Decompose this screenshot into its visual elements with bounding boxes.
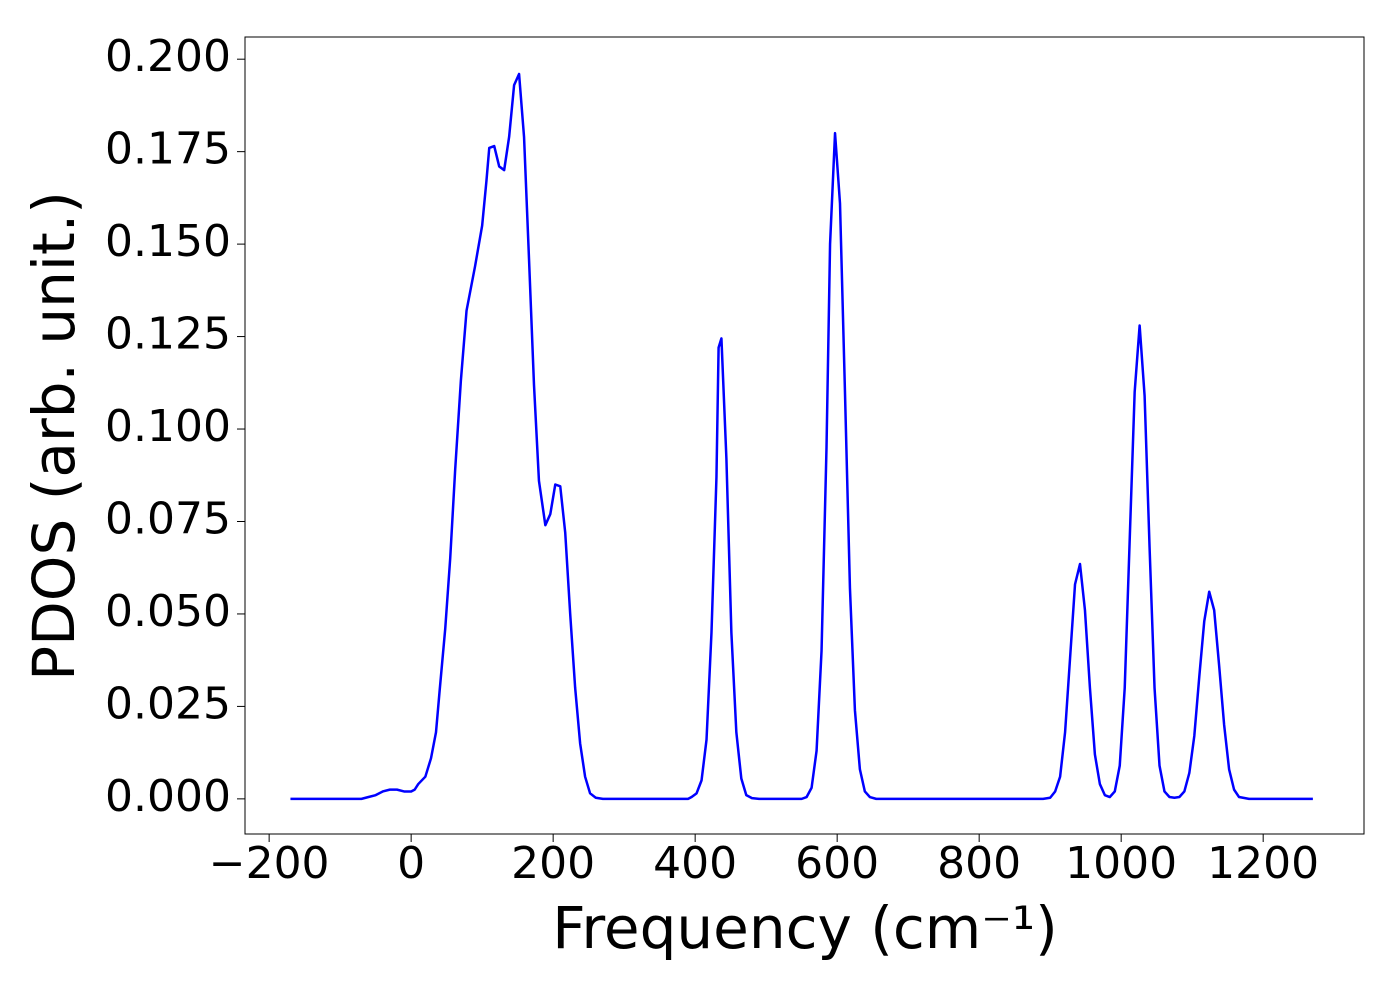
y-tick-label: 0.125 xyxy=(105,309,231,360)
y-tick-label: 0.050 xyxy=(105,586,231,637)
y-tick-label: 0.000 xyxy=(105,771,231,822)
x-tick-label: 1200 xyxy=(1207,838,1319,889)
y-tick-label: 0.175 xyxy=(105,124,231,175)
y-tick-label: 0.025 xyxy=(105,678,231,729)
y-axis-label: PDOS (arb. unit.) xyxy=(20,191,88,681)
y-tick-label: 0.100 xyxy=(105,401,231,452)
y-tick-label: 0.150 xyxy=(105,216,231,267)
x-axis-label: Frequency (cm⁻¹) xyxy=(552,894,1058,962)
x-tick-label: 800 xyxy=(937,838,1021,889)
plot-frame xyxy=(244,36,1365,835)
x-tick-label: 1000 xyxy=(1065,838,1177,889)
x-tick-label: 0 xyxy=(397,838,425,889)
y-tick-label: 0.200 xyxy=(105,31,231,82)
x-tick-label: 600 xyxy=(795,838,879,889)
data-line xyxy=(290,72,1313,801)
x-tick-label: 400 xyxy=(653,838,737,889)
x-tick-label: −200 xyxy=(209,838,330,889)
x-tick-label: 200 xyxy=(511,838,595,889)
y-tick-label: 0.075 xyxy=(105,493,231,544)
